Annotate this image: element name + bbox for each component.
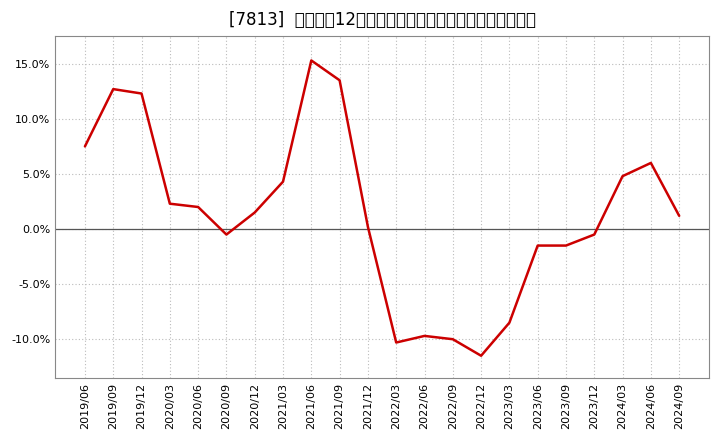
Title: [7813]  売上高の12か月移動合計の対前年同期増減率の推移: [7813] 売上高の12か月移動合計の対前年同期増減率の推移 [228, 11, 536, 29]
